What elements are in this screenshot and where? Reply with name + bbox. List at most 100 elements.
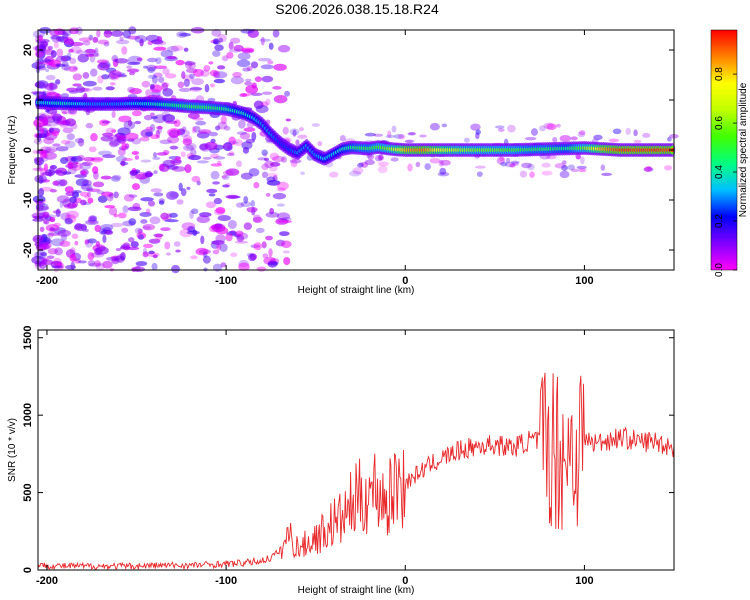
spectrogram-cell <box>109 139 121 146</box>
spectrogram-cell <box>260 64 274 70</box>
spectrogram-cell <box>68 48 74 53</box>
spectrogram-cell <box>160 49 174 58</box>
spectrogram-cell <box>390 157 399 162</box>
figure-title: S206.2026.038.15.18.R24 <box>275 1 439 17</box>
spectrogram-cell <box>63 36 74 45</box>
spectrogram-cell <box>404 139 415 144</box>
spectrogram-cell <box>273 95 288 104</box>
spectrogram-cell <box>71 161 79 165</box>
spectrogram-cell <box>115 39 130 45</box>
spectrogram-cell <box>211 223 226 233</box>
spectrogram-cell <box>98 228 107 236</box>
spectrogram-cell <box>55 36 65 42</box>
spectrogram-cell <box>96 190 105 195</box>
spectrogram-cell <box>35 250 48 259</box>
spectrogram-cell <box>567 164 576 171</box>
snr-frame <box>37 329 675 571</box>
x-tick-label: 0 <box>402 575 408 587</box>
spectrogram-cell <box>145 126 154 131</box>
spectrogram-cell <box>311 123 321 127</box>
spectrogram-cell <box>68 90 79 94</box>
spectrogram-cell <box>106 256 120 261</box>
spectrogram-cell <box>475 132 480 140</box>
spectrogram-cell <box>243 195 249 204</box>
spectrogram-cell <box>156 152 168 156</box>
spectrogram-cell <box>119 36 124 42</box>
spectrogram-cell <box>178 182 183 192</box>
y-tick-label: 1500 <box>22 325 34 349</box>
spectrogram-cell <box>227 219 237 229</box>
spectrogram-cell <box>88 146 97 153</box>
spectrogram-cell <box>251 131 257 141</box>
spectrogram-cell <box>593 134 603 141</box>
spectrogram-cell <box>612 128 622 135</box>
spectrogram-cell <box>159 139 172 145</box>
spectrogram-cell <box>559 135 572 142</box>
spectrogram-cell <box>268 248 273 258</box>
colorbar-gradient <box>710 29 738 271</box>
spectrogram-cell <box>527 163 535 171</box>
spectrogram-cell <box>424 163 431 171</box>
spectrogram-cell <box>69 253 77 262</box>
snr-x-ticks: -200 -100 0 100 <box>36 330 594 587</box>
spectrogram-cell <box>543 122 554 130</box>
spectrogram-cell <box>541 170 553 176</box>
spectrogram-cell <box>130 241 139 248</box>
spectrogram-cell <box>139 211 152 217</box>
spectrogram-cell <box>441 123 448 128</box>
spectrogram-cell <box>94 224 102 233</box>
spectrogram-cell <box>202 156 212 160</box>
spectrogram-cell <box>52 210 61 214</box>
spectrogram-cell <box>191 208 199 215</box>
spectrogram-cell <box>69 27 79 35</box>
spectrogram-cell <box>284 90 291 97</box>
spectrogram-cell <box>181 222 196 230</box>
spectrogram-cell <box>281 156 288 163</box>
spectrogram-cell <box>64 217 73 225</box>
spectrogram-cell <box>161 111 171 118</box>
spectrogram-cell <box>241 141 253 150</box>
spectrogram-cell <box>243 222 253 231</box>
spectrogram-cell <box>142 225 152 230</box>
spectrogram-cell <box>122 205 129 213</box>
spectrogram-cell <box>221 174 230 180</box>
spectrogram-cell <box>282 220 292 224</box>
spectrogram-cell <box>83 156 95 162</box>
spectrogram-cell <box>60 139 71 145</box>
spectrogram-cell <box>164 219 179 223</box>
spectrogram-cell <box>62 32 69 39</box>
spectrogram-cell <box>253 242 262 251</box>
spectrogram-cell <box>57 30 67 36</box>
spectrogram-cell <box>175 249 181 253</box>
spectrogram-cell <box>227 145 233 151</box>
spectrogram-cell <box>265 211 280 218</box>
spectrogram-cell <box>49 165 55 175</box>
spectrogram-cell <box>127 206 142 212</box>
spectrogram-cell <box>200 235 205 245</box>
spectrogram-cell <box>74 137 84 144</box>
spectrogram-cell <box>240 172 253 180</box>
spectrogram-cell <box>92 86 103 91</box>
spectrogram-cell <box>276 212 291 221</box>
spectrogram-cell <box>104 204 116 209</box>
spectrogram-cell <box>576 165 587 170</box>
spectrogram-cell <box>79 87 93 93</box>
spectrogram-cell <box>80 185 91 190</box>
spectrogram-cell <box>149 123 156 132</box>
spectrogram-cell <box>235 202 245 208</box>
spectrogram-cell <box>162 68 170 75</box>
spectrogram-cell <box>158 198 165 203</box>
spectrogram-cell <box>134 155 140 160</box>
spectrogram-cell <box>226 51 234 59</box>
spectrogram-cell <box>183 78 190 87</box>
spectrogram-cell <box>217 33 227 43</box>
spectrogram-cell <box>177 81 185 89</box>
spectrogram-cell <box>40 252 47 257</box>
spectrogram-cell <box>494 125 505 129</box>
spectrogram-cell <box>237 119 246 129</box>
spectrogram-cell <box>86 188 101 193</box>
y-tick-label: 0 <box>22 567 34 573</box>
spectrogram-cell <box>96 29 101 38</box>
spectrogram-cell <box>252 216 263 223</box>
spectrogram-cell <box>142 223 155 231</box>
